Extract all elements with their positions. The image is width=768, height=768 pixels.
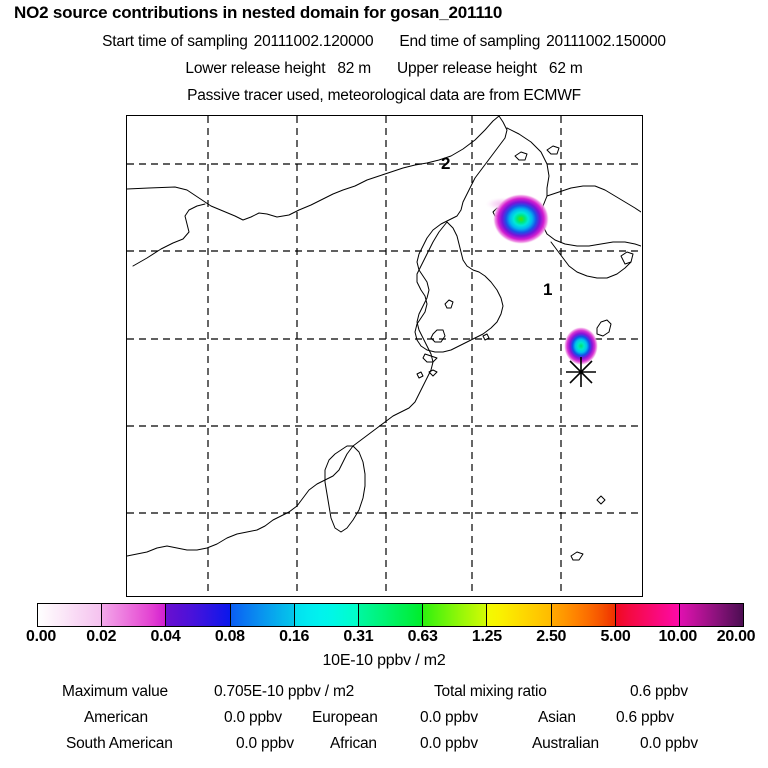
region-label-african: African	[330, 735, 377, 752]
start-time-value: 20111002.120000	[253, 33, 374, 50]
colorbar-block-7	[487, 604, 552, 626]
colorbar-block-1	[102, 604, 167, 626]
region-label-european: European	[312, 709, 378, 726]
colorbar-tick-3: 0.08	[214, 628, 245, 645]
colorbar-unit-label: 10E-10 ppbv / m2	[322, 652, 446, 669]
map-svg	[127, 116, 641, 595]
region-value-african: 0.0 ppbv	[420, 735, 478, 752]
maximum-value-label: Maximum value	[62, 683, 168, 700]
colorbar-tick-7: 1.25	[471, 628, 502, 645]
region-label-australian: Australian	[532, 735, 599, 752]
region-value-australian: 0.0 ppbv	[640, 735, 698, 752]
colorbar-tick-1: 0.02	[86, 628, 117, 645]
sampling-time-line: Start time of sampling 20111002.120000 End…	[0, 33, 768, 51]
region-value-asian: 0.6 ppbv	[616, 709, 674, 726]
colorbar[interactable]	[37, 603, 744, 627]
end-time-value: 20111002.150000	[546, 33, 666, 50]
region-label-south-american: South American	[66, 735, 173, 752]
total-mixing-ratio-label: Total mixing ratio	[434, 683, 547, 700]
plume-layer	[485, 194, 598, 365]
map-panel[interactable]	[126, 115, 643, 597]
colorbar-block-8	[551, 604, 616, 626]
region-value-american: 0.0 ppbv	[224, 709, 282, 726]
total-mixing-ratio-value: 0.6 ppbv	[630, 683, 688, 700]
colorbar-block-4	[294, 604, 359, 626]
colorbar-block-0	[38, 604, 103, 626]
colorbar-block-10	[679, 604, 744, 626]
colorbar-block-3	[230, 604, 295, 626]
colorbar-tick-11: 20.00	[716, 628, 756, 645]
lower-release-height-value: 82 m	[337, 60, 371, 77]
region-value-south-american: 0.0 ppbv	[236, 735, 294, 752]
colorbar-tick-8: 2.50	[536, 628, 567, 645]
colorbar-tick-labels: 0.00 0.02 0.04 0.08 0.16 0.31 0.63 1.25 2.50 5.00…	[0, 628, 768, 648]
region-value-european: 0.0 ppbv	[420, 709, 478, 726]
release-height-line: Lower release height 82 m Upper release he…	[0, 60, 768, 78]
colorbar-block-9	[615, 604, 680, 626]
upper-release-height-value: 62 m	[548, 60, 583, 77]
colorbar-block-6	[423, 604, 488, 626]
plume-north	[493, 194, 549, 244]
colorbar-wrap	[37, 603, 744, 627]
colorbar-tick-5: 0.31	[343, 628, 374, 645]
map-gridlines	[127, 116, 641, 595]
footer-row-regions-2: South American 0.0 ppbv African 0.0 ppbv…	[0, 735, 768, 759]
colorbar-tick-2: 0.04	[150, 628, 181, 645]
map-grid-label-1: 1	[543, 280, 553, 299]
colorbar-tick-10: 10.00	[658, 628, 697, 645]
page-title: NO2 source contributions in nested domai…	[14, 3, 503, 22]
colorbar-tick-9: 5.00	[600, 628, 631, 645]
plume-south	[564, 327, 598, 365]
region-label-american: American	[84, 709, 148, 726]
lower-release-height-label: Lower release height	[185, 60, 326, 77]
end-time-label: End time of sampling	[399, 33, 541, 50]
asterisk-marker	[566, 357, 596, 387]
colorbar-tick-4: 0.16	[279, 628, 310, 645]
coastline-layer	[127, 116, 641, 561]
colorbar-tick-6: 0.63	[407, 628, 438, 645]
footer-row-summary: Maximum value 0.705E-10 ppbv / m2 Total …	[0, 683, 768, 707]
start-time-label: Start time of sampling	[102, 33, 248, 50]
footer-stats-block: Maximum value 0.705E-10 ppbv / m2 Total …	[0, 683, 768, 768]
colorbar-block-2	[166, 604, 231, 626]
maximum-value-value: 0.705E-10 ppbv / m2	[214, 683, 355, 700]
region-label-asian: Asian	[538, 709, 576, 726]
colorbar-tick-0: 0.00	[26, 628, 56, 645]
upper-release-height-label: Upper release height	[397, 60, 537, 77]
meteorology-note: Passive tracer used, meteorological data…	[187, 87, 581, 104]
colorbar-block-5	[358, 604, 424, 626]
footer-row-regions-1: American 0.0 ppbv European 0.0 ppbv Asia…	[0, 709, 768, 733]
map-grid-label-2: 2	[441, 154, 451, 173]
